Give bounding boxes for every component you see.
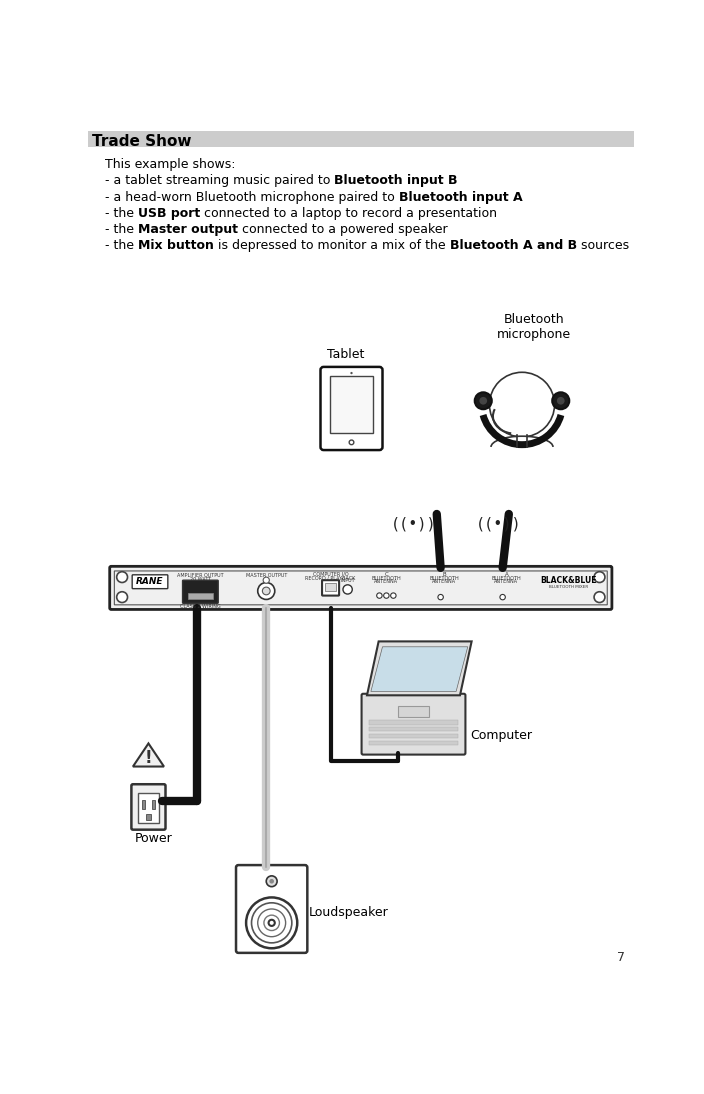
Text: BLUETOOTH: BLUETOOTH: [372, 575, 401, 581]
FancyBboxPatch shape: [362, 694, 465, 755]
Text: 20 WATT: 20 WATT: [190, 578, 211, 582]
Bar: [139, 793, 158, 823]
Circle shape: [479, 397, 487, 405]
Circle shape: [474, 393, 492, 409]
FancyBboxPatch shape: [236, 865, 308, 953]
Text: BLACK&BLUE: BLACK&BLUE: [540, 575, 597, 584]
Polygon shape: [133, 744, 164, 767]
Circle shape: [594, 592, 605, 603]
Text: ((•)): ((•)): [476, 516, 522, 532]
FancyBboxPatch shape: [322, 580, 339, 595]
Circle shape: [258, 582, 275, 600]
Text: connected to a laptop to record a presentation: connected to a laptop to record a presen…: [201, 207, 497, 220]
Circle shape: [343, 585, 352, 594]
Text: - the: - the: [105, 240, 138, 252]
Text: Bluetooth
microphone: Bluetooth microphone: [496, 314, 571, 341]
Text: INPUT: INPUT: [340, 578, 355, 583]
Text: BLUETOOTH: BLUETOOTH: [491, 575, 522, 581]
Text: ANTENNA: ANTENNA: [432, 580, 457, 584]
FancyBboxPatch shape: [320, 366, 382, 450]
FancyBboxPatch shape: [132, 784, 165, 829]
Text: !: !: [144, 749, 152, 767]
Text: is depressed to monitor a mix of the: is depressed to monitor a mix of the: [214, 240, 450, 252]
Circle shape: [557, 397, 565, 405]
Text: RECORD / PLAYBACK: RECORD / PLAYBACK: [306, 575, 356, 581]
Bar: [188, 593, 213, 600]
Circle shape: [263, 578, 270, 583]
Bar: [88, 131, 634, 147]
Text: Bluetooth input B: Bluetooth input B: [334, 174, 458, 187]
Text: Bluetooth input A: Bluetooth input A: [398, 190, 522, 203]
Bar: [517, 434, 527, 447]
Circle shape: [594, 572, 605, 582]
Text: connected to a powered speaker: connected to a powered speaker: [238, 223, 448, 236]
Circle shape: [246, 897, 297, 948]
Text: Mix button: Mix button: [138, 240, 214, 252]
Circle shape: [438, 594, 444, 600]
FancyBboxPatch shape: [132, 574, 168, 589]
Circle shape: [351, 372, 353, 374]
Bar: [151, 800, 155, 808]
Text: This example shows:: This example shows:: [105, 159, 236, 172]
Text: ((•)): ((•)): [391, 516, 436, 532]
Text: BLUETOOTH: BLUETOOTH: [429, 575, 460, 581]
Text: 7: 7: [617, 952, 625, 965]
Bar: [370, 741, 458, 745]
Text: Trade Show: Trade Show: [92, 133, 191, 149]
Text: ANTENNA: ANTENNA: [375, 580, 398, 584]
Text: AMPLIFIER OUTPUT: AMPLIFIER OUTPUT: [177, 573, 224, 579]
Bar: [370, 734, 458, 738]
Circle shape: [117, 592, 127, 603]
Text: B: B: [443, 572, 446, 577]
Text: Power: Power: [134, 831, 172, 845]
Bar: [325, 583, 336, 591]
Text: - a tablet streaming music paired to: - a tablet streaming music paired to: [105, 174, 334, 187]
Text: MASTER OUTPUT: MASTER OUTPUT: [246, 573, 287, 579]
Text: Bluetooth A and B: Bluetooth A and B: [450, 240, 577, 252]
Circle shape: [391, 593, 396, 598]
Text: sources: sources: [577, 240, 629, 252]
Bar: [370, 720, 458, 724]
Circle shape: [270, 878, 274, 884]
Text: BLUETOOTH MIXER: BLUETOOTH MIXER: [549, 585, 588, 589]
Text: A: A: [505, 572, 508, 577]
Bar: [146, 814, 151, 819]
Circle shape: [552, 393, 570, 409]
Circle shape: [489, 372, 555, 437]
Text: USB port: USB port: [138, 207, 201, 220]
Polygon shape: [367, 641, 472, 696]
Text: Master output: Master output: [138, 223, 238, 236]
Circle shape: [117, 572, 127, 582]
Bar: [398, 706, 429, 717]
Text: COMPUTER I/O: COMPUTER I/O: [313, 572, 348, 577]
Text: ANTENNA: ANTENNA: [494, 580, 519, 584]
FancyBboxPatch shape: [182, 580, 218, 603]
Bar: [329, 376, 373, 433]
Circle shape: [263, 587, 270, 595]
Text: Computer: Computer: [470, 730, 532, 742]
Circle shape: [266, 876, 277, 886]
Text: RANE: RANE: [137, 578, 164, 586]
Text: - a head-worn Bluetooth microphone paired to: - a head-worn Bluetooth microphone paire…: [105, 190, 398, 203]
Bar: [370, 726, 458, 732]
Text: Tablet: Tablet: [327, 348, 365, 361]
Text: C: C: [384, 572, 388, 577]
Text: - the: - the: [105, 223, 138, 236]
Text: - the: - the: [105, 207, 138, 220]
Circle shape: [384, 593, 389, 598]
Circle shape: [377, 593, 382, 598]
Text: CLASS 2 WIRING: CLASS 2 WIRING: [180, 604, 221, 609]
FancyBboxPatch shape: [110, 567, 612, 609]
Text: Loudspeaker: Loudspeaker: [309, 906, 389, 919]
Circle shape: [500, 594, 505, 600]
Polygon shape: [371, 647, 467, 691]
Bar: [142, 800, 145, 808]
